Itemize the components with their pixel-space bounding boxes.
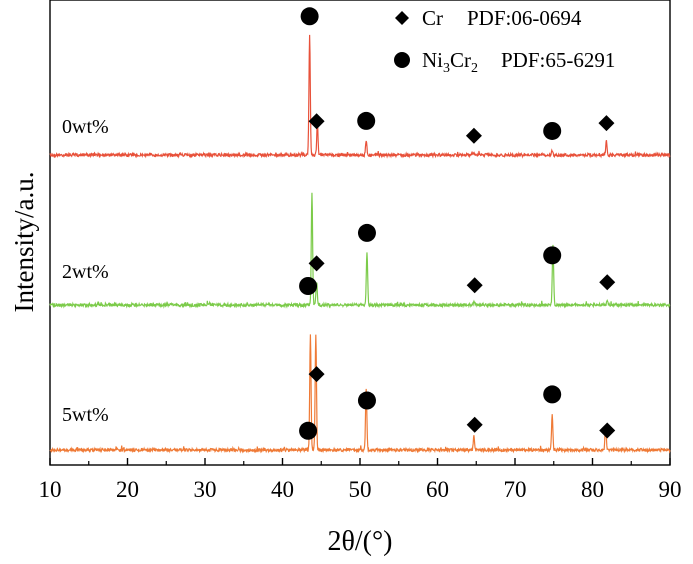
marker-layer <box>299 7 616 440</box>
circle-marker <box>543 246 562 265</box>
diamond-marker <box>599 274 616 291</box>
x-tick-label: 70 <box>504 477 527 502</box>
diamond-marker <box>598 115 615 132</box>
circle-marker <box>300 7 319 26</box>
legend-ni-text: Ni <box>422 48 443 72</box>
legend-cr-subscript: 2 <box>471 61 478 76</box>
x-axis-label: 2θ/(°) <box>327 526 392 557</box>
circle-marker <box>357 391 376 410</box>
circle-marker <box>357 111 376 130</box>
x-tick-label: 90 <box>659 477 682 502</box>
circle-marker <box>543 121 562 140</box>
series-label: 2wt% <box>62 261 109 283</box>
legend-cr-label: Cr <box>422 6 443 30</box>
diamond-marker <box>466 277 483 294</box>
diamond-marker <box>308 366 325 383</box>
x-tick-label: 60 <box>426 477 449 502</box>
series-line-2 <box>49 192 671 309</box>
series-line-3 <box>49 334 671 454</box>
legend: Cr PDF:06-0694 Ni3Cr2 PDF:65-6291 <box>394 6 615 76</box>
x-tick-label: 50 <box>349 477 372 502</box>
x-tick-label: 40 <box>271 477 294 502</box>
circle-marker <box>299 421 318 440</box>
legend-ni3cr2-label: Ni3Cr2 <box>422 48 478 76</box>
diamond-marker <box>308 113 325 130</box>
y-axis-label: Intensity/a.u. <box>9 172 39 313</box>
circle-marker <box>299 277 318 295</box>
series-layer <box>49 34 671 454</box>
circle-marker <box>357 223 376 242</box>
diamond-marker <box>465 127 482 144</box>
series-label: 5wt% <box>62 404 109 426</box>
diamond-marker <box>308 255 325 272</box>
legend-cr-pdf: PDF:06-0694 <box>467 6 582 30</box>
diamond-marker <box>466 416 483 433</box>
legend-circle-marker <box>394 52 410 68</box>
series-label-layer: 0wt% 2wt% 5wt% <box>62 116 109 426</box>
legend-ni3cr2-pdf: PDF:65-6291 <box>501 48 615 72</box>
series-line-1 <box>49 34 671 159</box>
legend-item-ni3cr2: Ni3Cr2 PDF:65-6291 <box>394 48 615 76</box>
legend-item-cr: Cr PDF:06-0694 <box>395 6 582 30</box>
x-tick-label: 30 <box>194 477 217 502</box>
x-axis-ticks: 10 20 30 40 50 60 70 80 90 <box>39 458 682 502</box>
x-tick-label: 10 <box>39 477 62 502</box>
x-tick-label: 20 <box>116 477 139 502</box>
circle-marker <box>543 385 562 404</box>
legend-ni-subscript: 3 <box>443 61 450 76</box>
series-label: 0wt% <box>62 116 109 138</box>
legend-diamond-marker <box>395 11 409 25</box>
legend-cr-text: Cr <box>450 48 471 72</box>
x-tick-label: 80 <box>581 477 604 502</box>
diamond-marker <box>599 422 616 439</box>
